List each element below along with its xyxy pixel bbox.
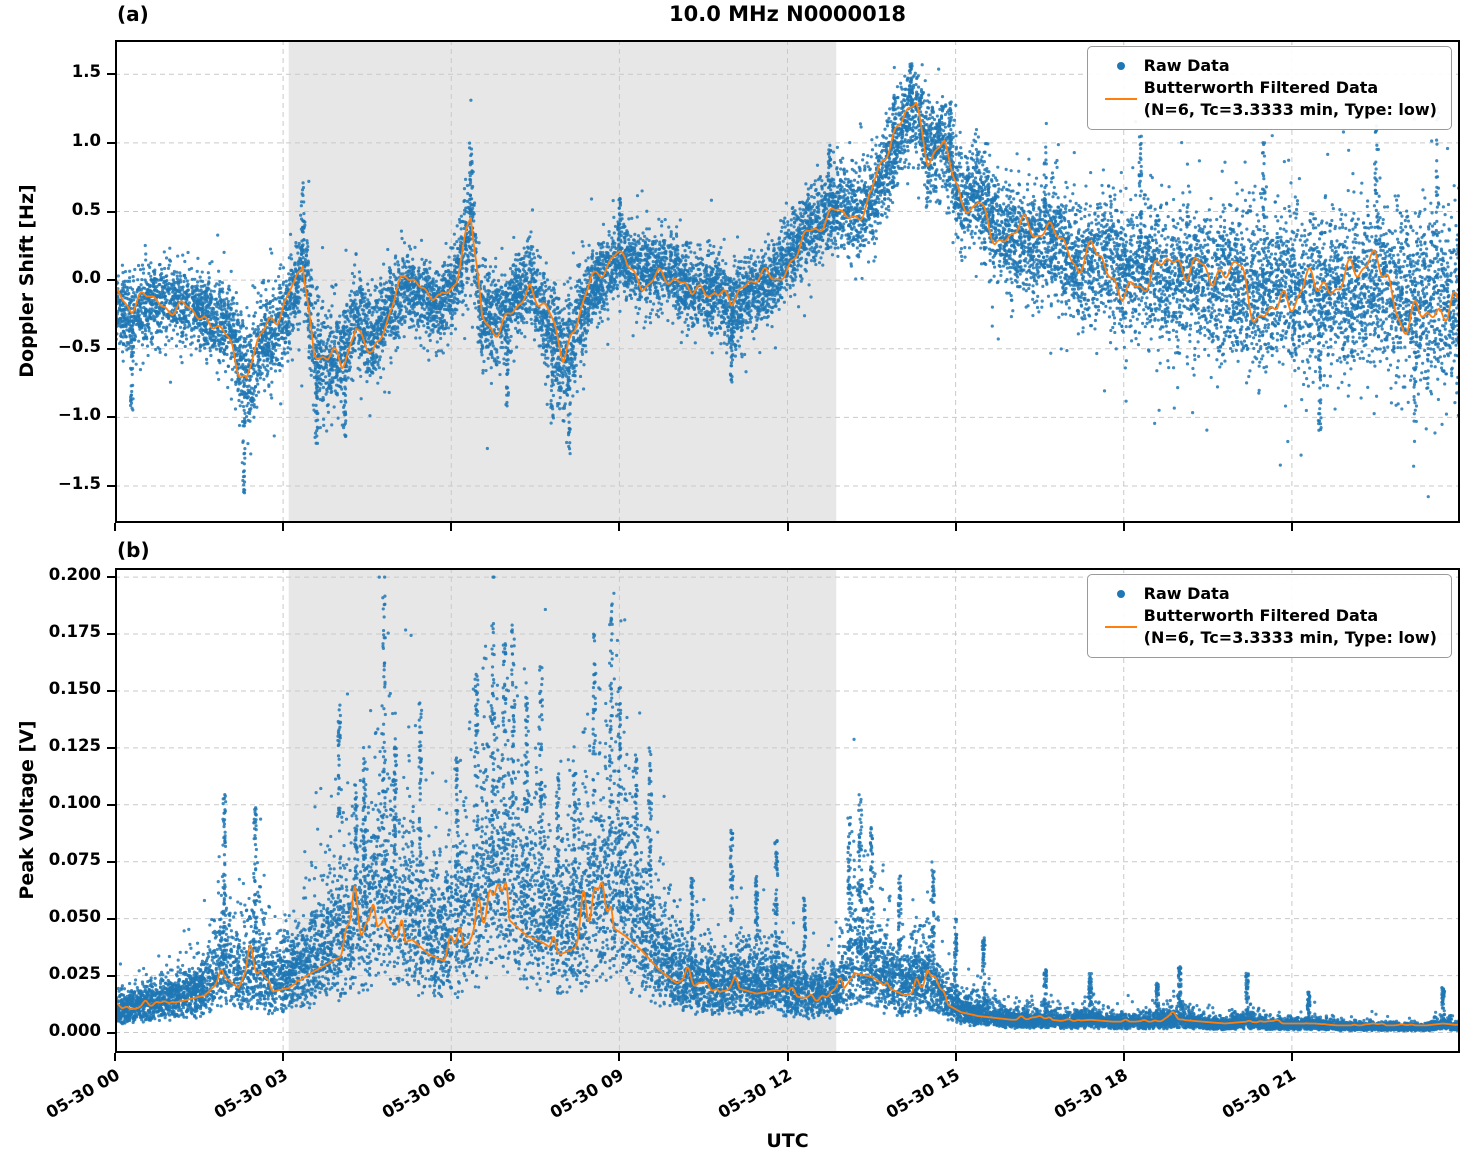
x-tick-label: 05-30 12 [714,1065,795,1123]
figure-title: 10.0 MHz N0000018 [669,2,906,26]
filtered-line-marker-icon [1104,626,1137,629]
y-tick-label: 0.000 [48,1020,101,1040]
y-tick-label: 1.5 [71,62,101,82]
x-tick-label: 05-30 09 [546,1065,627,1123]
y-tick-label: 0.125 [48,735,101,755]
x-tick-label: 05-30 18 [1051,1065,1132,1123]
y-tick-label: 0.075 [48,849,101,869]
y-tick-mark [107,279,115,282]
raw-data-marker-icon [1116,62,1125,71]
y-tick-mark [107,860,115,863]
legend-filtered-label: Butterworth Filtered Data [1143,605,1379,625]
panel-a-label: (a) [117,2,149,26]
filtered-line-marker-icon [1104,98,1137,101]
x-tick-mark [954,1053,957,1061]
legend-raw-label: Raw Data [1143,584,1230,603]
y-tick-mark [107,141,115,144]
y-tick-label: 0.100 [48,792,101,812]
legend-doppler: Raw Data Butterworth Filtered Data (N=6,… [1086,46,1452,131]
x-tick-label: 05-30 00 [42,1065,123,1123]
x-tick-label: 05-30 15 [883,1065,964,1123]
y-tick-mark [107,803,115,806]
y-tick-label: −1.5 [57,473,101,493]
x-axis-label: UTC [766,1130,809,1152]
y-tick-mark [107,917,115,920]
y-tick-mark [107,746,115,749]
y-tick-label: 0.175 [48,622,101,642]
y-tick-mark [107,1031,115,1034]
x-tick-mark [114,523,116,531]
legend-raw-label: Raw Data [1143,56,1230,75]
x-tick-label: 05-30 06 [378,1065,459,1123]
x-tick-mark [786,1053,789,1061]
legend-filtered-params: (N=6, Tc=3.3333 min, Type: low) [1143,627,1437,647]
x-tick-label: 05-30 21 [1219,1065,1300,1123]
y-tick-mark [107,484,115,487]
y-tick-label: 0.050 [48,906,101,926]
x-tick-mark [1290,523,1293,531]
y-tick-mark [107,416,115,419]
y-tick-label: 0.0 [71,268,101,288]
y-tick-mark [107,210,115,213]
legend-filtered-params: (N=6, Tc=3.3333 min, Type: low) [1143,99,1437,119]
x-tick-mark [1122,1053,1125,1061]
y-tick-label: 0.200 [48,565,101,585]
x-tick-mark [618,1053,621,1061]
x-tick-mark [450,523,453,531]
y-tick-mark [107,73,115,76]
legend-voltage: Raw Data Butterworth Filtered Data (N=6,… [1086,574,1452,659]
x-tick-mark [1290,1053,1293,1061]
y-tick-mark [107,689,115,692]
x-tick-mark [282,523,285,531]
y-tick-label: 1.0 [71,130,101,150]
y-tick-label: 0.150 [48,678,101,698]
x-tick-mark [786,523,789,531]
x-tick-mark [114,1053,116,1061]
x-tick-mark [450,1053,453,1061]
y-tick-mark [107,633,115,636]
y-tick-label: −1.0 [57,405,101,425]
y-tick-mark [107,347,115,350]
y-tick-label: 0.025 [48,963,101,983]
y-tick-mark [107,576,115,579]
y-tick-label: −0.5 [57,336,101,356]
x-tick-mark [282,1053,285,1061]
raw-data-marker-icon [1116,590,1125,599]
legend-filtered-label: Butterworth Filtered Data [1143,77,1379,97]
x-tick-label: 05-30 03 [210,1065,291,1123]
y-tick-mark [107,974,115,977]
x-tick-mark [1122,523,1125,531]
y-tick-label: 0.5 [71,199,101,219]
x-tick-mark [954,523,957,531]
panel-b-label: (b) [117,538,150,562]
x-tick-mark [618,523,621,531]
